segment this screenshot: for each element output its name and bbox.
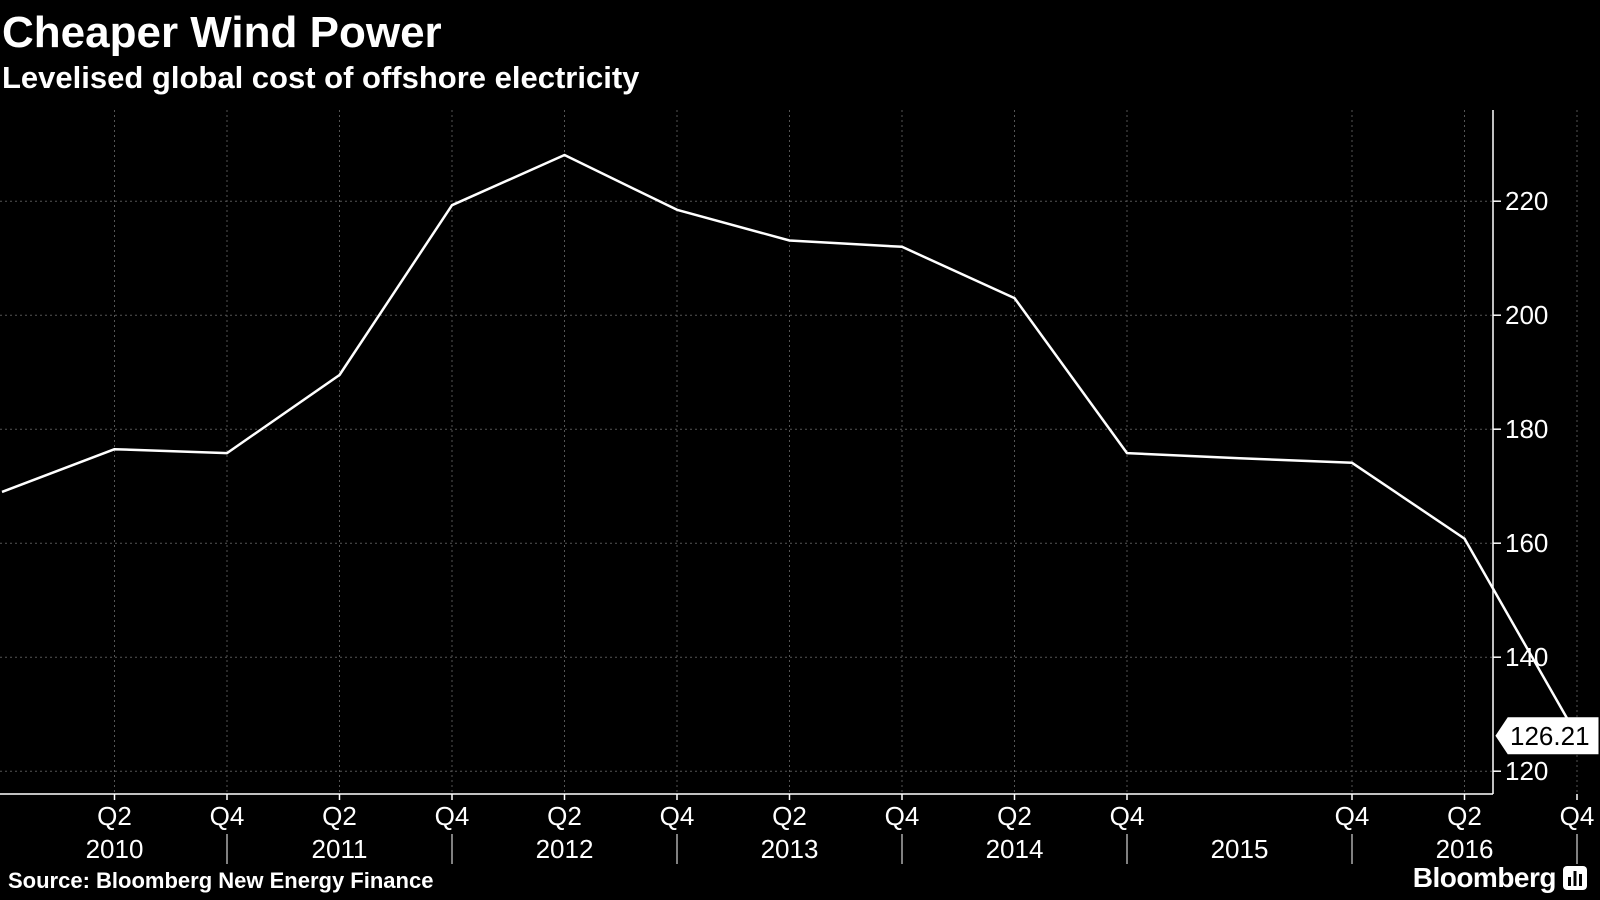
x-tick-label: Q4	[660, 801, 695, 831]
y-tick-label: 160	[1505, 528, 1548, 558]
year-label: 2010	[86, 834, 144, 864]
x-tick-label: Q2	[322, 801, 357, 831]
x-tick-label: Q2	[97, 801, 132, 831]
bloomberg-terminal-icon	[1563, 866, 1587, 890]
x-tick-label: Q4	[1335, 801, 1370, 831]
year-label: 2015	[1211, 834, 1269, 864]
year-label: 2014	[986, 834, 1044, 864]
x-tick-label: Q4	[210, 801, 245, 831]
year-label: 2012	[536, 834, 594, 864]
series-line	[1, 153, 1579, 737]
last-value-callout	[1495, 717, 1599, 755]
year-label: 2013	[761, 834, 819, 864]
x-tick-label: Q2	[997, 801, 1032, 831]
x-tick-label: Q2	[772, 801, 807, 831]
x-tick-label: Q4	[885, 801, 920, 831]
chart-title: Cheaper Wind Power	[2, 8, 442, 57]
y-tick-label: 180	[1505, 414, 1548, 444]
x-tick-label: Q2	[547, 801, 582, 831]
chart-subtitle: Levelised global cost of offshore electr…	[2, 60, 640, 95]
y-tick-label: 220	[1505, 186, 1548, 216]
x-tick-label: Q2	[1447, 801, 1482, 831]
x-tick-label: Q4	[435, 801, 470, 831]
y-tick-label: 120	[1505, 756, 1548, 786]
brand-name: Bloomberg	[1412, 862, 1557, 893]
source-note: Source: Bloomberg New Energy Finance	[8, 868, 434, 893]
year-label: 2011	[312, 834, 368, 864]
x-tick-label: Q4	[1110, 801, 1145, 831]
last-value-label: 126.21	[1510, 721, 1590, 751]
x-tick-label: Q4	[1560, 801, 1595, 831]
brand-logo: Bloomberg	[1413, 862, 1588, 894]
year-label: 2016	[1436, 834, 1494, 864]
y-tick-label: 200	[1505, 300, 1548, 330]
